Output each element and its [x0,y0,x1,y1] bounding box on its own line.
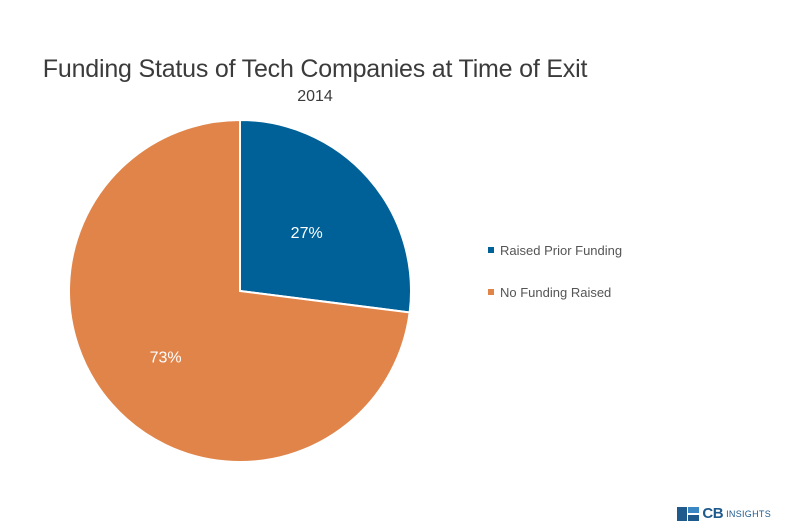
legend-item-raised-prior-funding: Raised Prior Funding [488,240,622,260]
legend: Raised Prior Funding No Funding Raised [488,240,622,324]
pie-slice-no-funding-raised [68,118,411,463]
legend-swatch-no-funding-raised [488,289,494,295]
chart-title: Funding Status of Tech Companies at Time… [42,55,588,83]
legend-label-raised-prior-funding: Raised Prior Funding [500,242,623,258]
logo-text-insights: INSIGHTS [726,508,771,519]
data-label-raised-prior-funding: 27% [291,225,323,242]
legend-item-no-funding-raised: No Funding Raised [488,282,622,302]
cb-insights-logo: CB INSIGHTS [677,505,771,522]
logo-text-cb: CB [702,505,724,522]
pie-slice-raised-prior-funding [239,118,412,314]
cb-insights-logo-icon [677,506,700,521]
legend-swatch-raised-prior-funding [488,247,494,253]
legend-label-no-funding-raised: No Funding Raised [500,284,612,300]
data-label-no-funding-raised: 73% [150,350,182,367]
chart-subtitle: 2014 [297,88,333,105]
